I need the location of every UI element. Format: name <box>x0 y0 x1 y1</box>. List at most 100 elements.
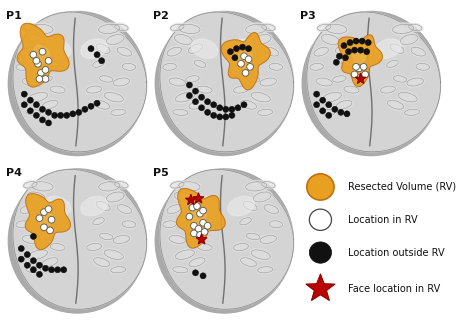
Ellipse shape <box>319 108 336 116</box>
Ellipse shape <box>387 99 404 110</box>
Circle shape <box>36 262 43 268</box>
Circle shape <box>48 267 55 273</box>
Ellipse shape <box>121 220 137 229</box>
Circle shape <box>30 257 36 264</box>
Ellipse shape <box>188 43 203 54</box>
Circle shape <box>205 99 210 105</box>
Text: P3: P3 <box>300 11 316 21</box>
Ellipse shape <box>114 181 129 189</box>
Circle shape <box>39 117 46 123</box>
Circle shape <box>341 43 347 49</box>
Ellipse shape <box>162 220 177 229</box>
Circle shape <box>186 92 192 99</box>
Ellipse shape <box>23 181 38 189</box>
Ellipse shape <box>99 232 114 240</box>
Ellipse shape <box>408 23 423 31</box>
Ellipse shape <box>93 257 110 268</box>
Circle shape <box>319 108 326 114</box>
Ellipse shape <box>380 85 396 94</box>
Circle shape <box>353 64 359 70</box>
Circle shape <box>30 267 36 273</box>
Circle shape <box>200 273 206 279</box>
Circle shape <box>217 105 223 111</box>
Ellipse shape <box>112 77 130 87</box>
Ellipse shape <box>185 232 200 240</box>
Ellipse shape <box>239 217 252 226</box>
Ellipse shape <box>38 232 53 240</box>
Circle shape <box>36 271 43 277</box>
Ellipse shape <box>112 234 130 245</box>
Circle shape <box>235 105 241 111</box>
Polygon shape <box>185 194 196 205</box>
Circle shape <box>353 38 359 44</box>
Ellipse shape <box>46 59 60 68</box>
Text: P1: P1 <box>6 11 22 21</box>
Circle shape <box>342 55 348 61</box>
Polygon shape <box>25 194 71 250</box>
Circle shape <box>223 106 229 112</box>
Ellipse shape <box>259 234 277 245</box>
Ellipse shape <box>245 23 268 35</box>
Ellipse shape <box>162 62 177 71</box>
Circle shape <box>200 207 206 214</box>
Circle shape <box>39 48 46 55</box>
Ellipse shape <box>320 33 340 46</box>
Ellipse shape <box>27 249 48 260</box>
Circle shape <box>42 67 49 73</box>
Ellipse shape <box>191 39 218 58</box>
Circle shape <box>241 53 247 60</box>
Circle shape <box>338 109 344 115</box>
Ellipse shape <box>242 43 258 54</box>
Circle shape <box>55 267 61 273</box>
Circle shape <box>197 232 203 238</box>
Circle shape <box>42 76 49 82</box>
Circle shape <box>35 60 41 67</box>
Polygon shape <box>221 32 271 90</box>
Circle shape <box>364 49 370 55</box>
Circle shape <box>307 174 334 200</box>
Ellipse shape <box>25 108 42 116</box>
Circle shape <box>192 99 199 105</box>
Ellipse shape <box>121 62 137 71</box>
Ellipse shape <box>93 99 110 110</box>
Circle shape <box>94 52 100 58</box>
Circle shape <box>246 46 252 52</box>
Circle shape <box>217 114 223 120</box>
Polygon shape <box>193 193 204 203</box>
Polygon shape <box>353 51 365 67</box>
Ellipse shape <box>406 77 424 87</box>
Ellipse shape <box>110 266 127 274</box>
Ellipse shape <box>415 62 430 71</box>
Ellipse shape <box>99 75 114 83</box>
Ellipse shape <box>27 91 48 103</box>
Circle shape <box>18 256 24 262</box>
Ellipse shape <box>110 108 127 116</box>
Circle shape <box>228 49 233 55</box>
Circle shape <box>201 229 208 235</box>
Ellipse shape <box>228 196 254 216</box>
Circle shape <box>30 51 36 58</box>
Circle shape <box>27 108 33 114</box>
Circle shape <box>310 209 331 230</box>
Ellipse shape <box>81 39 107 58</box>
Text: Location outside RV: Location outside RV <box>348 248 444 257</box>
Ellipse shape <box>242 200 258 212</box>
Ellipse shape <box>95 43 111 54</box>
Ellipse shape <box>9 11 146 155</box>
Circle shape <box>94 100 100 106</box>
Circle shape <box>41 224 47 231</box>
Circle shape <box>82 106 88 112</box>
Ellipse shape <box>114 23 129 31</box>
Ellipse shape <box>38 75 53 83</box>
Ellipse shape <box>397 91 418 103</box>
Ellipse shape <box>196 85 213 94</box>
Ellipse shape <box>155 11 293 155</box>
Ellipse shape <box>263 46 279 57</box>
Circle shape <box>247 64 254 70</box>
Circle shape <box>195 225 202 232</box>
Ellipse shape <box>193 59 207 68</box>
Ellipse shape <box>172 266 189 274</box>
Ellipse shape <box>325 23 348 35</box>
Polygon shape <box>13 12 146 152</box>
Circle shape <box>357 47 364 53</box>
